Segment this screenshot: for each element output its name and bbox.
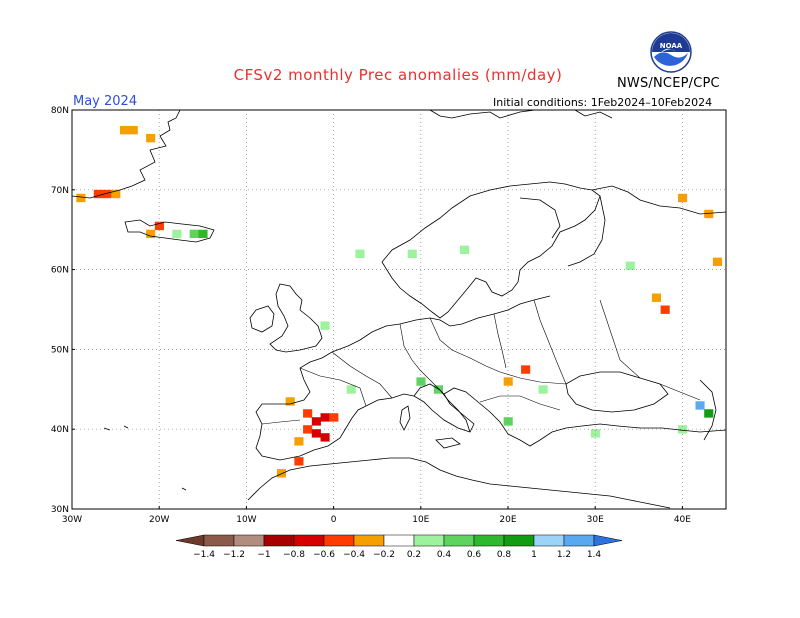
- anomaly-cell: [294, 437, 304, 446]
- lon-label: 40E: [674, 515, 691, 525]
- anomaly-cell: [329, 413, 339, 422]
- anomaly-cell: [320, 433, 330, 442]
- lon-label: 20E: [499, 515, 516, 525]
- anomaly-cell: [198, 229, 208, 239]
- anomaly-cell: [285, 397, 295, 406]
- anomaly-cell: [102, 189, 112, 199]
- anomaly-cell: [712, 257, 723, 267]
- anomaly-cell: [590, 429, 600, 438]
- lon-label: 10E: [412, 515, 429, 525]
- agency-label: NWS/NCEP/CPC: [617, 76, 720, 91]
- colorbar-swatch: [293, 534, 325, 547]
- anomaly-cell: [146, 229, 156, 239]
- colorbar-tick-label: 0.6: [467, 550, 482, 560]
- colorbar-swatch: [353, 534, 385, 547]
- anomaly-cell: [503, 377, 513, 386]
- colorbar-tick-label: −0.4: [343, 550, 365, 560]
- anomaly-cell: [303, 409, 313, 418]
- anomaly-cell: [154, 221, 164, 231]
- anomaly-cell: [678, 425, 688, 434]
- anomaly-cell: [276, 469, 287, 478]
- lat-label: 30N: [51, 505, 69, 515]
- anomaly-cell: [625, 261, 635, 270]
- anomaly-cell: [320, 321, 330, 330]
- colorbar-tick-label: −0.8: [283, 550, 305, 560]
- lat-label: 60N: [51, 266, 69, 276]
- colorbar-tick-label: 0.2: [407, 550, 421, 560]
- anomaly-cell: [460, 245, 470, 255]
- lon-label: 30W: [62, 515, 82, 525]
- anomaly-cell: [346, 385, 356, 394]
- map-frame: [71, 109, 727, 510]
- anomaly-cell: [660, 305, 670, 314]
- colorbar-tick-label: −0.6: [313, 550, 335, 560]
- anomaly-cell: [119, 125, 130, 135]
- forecast-month: May 2024: [73, 94, 138, 109]
- anomaly-cell: [311, 429, 321, 438]
- colorbar-swatch: [503, 534, 535, 547]
- colorbar: −1.4 −1.2 −1 −0.8 −0.6 −0.4 −0.2 0.2 0.4 0.6 0.8 1 1…: [175, 534, 623, 560]
- lat-label: 50N: [51, 345, 69, 355]
- colorbar-swatch: [203, 534, 235, 547]
- coastlines: [71, 109, 727, 509]
- anomaly-cell: [355, 249, 365, 259]
- colorbar-swatch: [323, 534, 355, 547]
- lat-label: 80N: [51, 106, 69, 116]
- initial-conditions: Initial conditions: 1Feb2024–10Feb2024: [493, 96, 713, 109]
- anomaly-cell: [704, 409, 714, 418]
- anomaly-cell: [521, 365, 531, 374]
- anomaly-cell: [294, 457, 304, 466]
- colorbar-tick-label: 1.2: [557, 550, 571, 560]
- colorbar-tick-label: −1.2: [223, 550, 245, 560]
- colorbar-swatch: [233, 534, 265, 547]
- anomaly-cell: [128, 125, 138, 135]
- colorbar-tick-label: 1.4: [587, 550, 602, 560]
- anomaly-cell: [111, 189, 121, 199]
- anomaly-cell: [407, 249, 417, 259]
- chart-title: CFSv2 monthly Prec anomalies (mm/day): [233, 66, 563, 84]
- anomaly-cell: [695, 401, 705, 410]
- lat-label: 70N: [51, 186, 69, 196]
- lon-label: 30E: [587, 515, 604, 525]
- anomaly-cell: [678, 193, 688, 203]
- anomaly-cell: [416, 377, 426, 386]
- anomaly-cell: [311, 417, 321, 426]
- anomaly-cell: [146, 133, 156, 143]
- colorbar-swatch: [533, 534, 565, 547]
- anomaly-cell: [320, 413, 330, 422]
- colorbar-tick-label: 0.8: [497, 550, 512, 560]
- colorbar-arrow-right: [593, 534, 623, 547]
- colorbar-swatch: [263, 534, 295, 547]
- colorbar-swatch: [443, 534, 475, 547]
- anomaly-cells: [76, 125, 723, 478]
- anomaly-cell: [76, 193, 86, 203]
- anomaly-cell: [704, 209, 714, 219]
- colorbar-arrow-left: [175, 534, 205, 547]
- colorbar-tick-label: −1.4: [193, 550, 215, 560]
- lon-label: 20W: [149, 515, 169, 525]
- colorbar-swatch: [563, 534, 595, 547]
- colorbar-tick-label: −0.2: [373, 550, 395, 560]
- colorbar-tick-label: 1: [531, 550, 537, 560]
- colorbar-tick-label: −1: [257, 550, 270, 560]
- anomaly-cell: [189, 229, 199, 239]
- anomaly-cell: [172, 229, 182, 239]
- colorbar-tick-label: 0.4: [437, 550, 452, 560]
- noaa-logo-text: NOAA: [660, 42, 683, 50]
- lat-label: 40N: [51, 425, 69, 435]
- anomaly-cell: [93, 189, 103, 199]
- colorbar-swatch: [413, 534, 445, 547]
- anomaly-cell: [503, 417, 513, 426]
- lon-label: 0: [331, 515, 337, 525]
- anomaly-cell: [303, 425, 313, 434]
- lon-label: 10W: [236, 515, 256, 525]
- anomaly-cell: [651, 293, 661, 302]
- noaa-logo-icon: NOAA: [650, 31, 692, 73]
- anomaly-cell: [538, 385, 548, 394]
- country-borders: [261, 299, 701, 425]
- colorbar-swatch: [383, 534, 415, 547]
- colorbar-swatch: [473, 534, 505, 547]
